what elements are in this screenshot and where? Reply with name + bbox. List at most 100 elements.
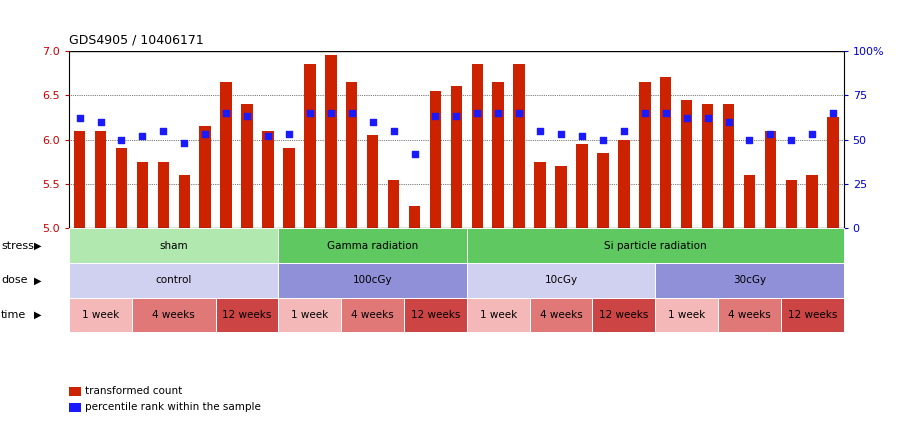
Point xyxy=(554,131,569,137)
Point xyxy=(637,110,652,116)
Bar xyxy=(555,166,567,228)
Point xyxy=(470,110,485,116)
Bar xyxy=(471,64,483,228)
Bar xyxy=(116,148,127,228)
Text: ▶: ▶ xyxy=(34,241,41,251)
Text: dose: dose xyxy=(1,275,28,286)
Text: 12 weeks: 12 weeks xyxy=(222,310,272,320)
Bar xyxy=(199,126,211,228)
Text: 12 weeks: 12 weeks xyxy=(411,310,460,320)
Text: 1 week: 1 week xyxy=(82,310,119,320)
Bar xyxy=(388,180,399,228)
Point xyxy=(240,113,254,120)
Point xyxy=(512,110,526,116)
Bar xyxy=(618,140,630,228)
Bar xyxy=(158,162,169,228)
Point xyxy=(302,110,317,116)
Bar xyxy=(242,104,253,228)
Point xyxy=(135,133,149,140)
Bar xyxy=(262,131,274,228)
Point xyxy=(114,136,129,143)
Point xyxy=(617,127,632,134)
Point xyxy=(408,151,422,157)
Point xyxy=(344,110,359,116)
Text: 12 weeks: 12 weeks xyxy=(599,310,648,320)
Text: 1 week: 1 week xyxy=(291,310,328,320)
Point xyxy=(721,118,736,125)
Point xyxy=(596,136,610,143)
Bar xyxy=(430,91,442,228)
Bar xyxy=(220,82,232,228)
Point xyxy=(742,136,757,143)
Bar xyxy=(597,153,609,228)
Point xyxy=(177,140,192,146)
Text: 4 weeks: 4 weeks xyxy=(152,310,195,320)
Point xyxy=(198,131,213,137)
Point xyxy=(281,131,296,137)
Bar xyxy=(723,104,734,228)
Bar xyxy=(807,175,818,228)
Text: control: control xyxy=(156,275,192,286)
Point xyxy=(365,118,380,125)
Text: 4 weeks: 4 weeks xyxy=(539,310,583,320)
Point xyxy=(574,133,589,140)
Bar xyxy=(514,64,525,228)
Bar xyxy=(576,144,587,228)
Point xyxy=(386,127,401,134)
Point xyxy=(533,127,548,134)
Bar xyxy=(639,82,651,228)
Text: percentile rank within the sample: percentile rank within the sample xyxy=(85,402,261,412)
Bar xyxy=(535,162,546,228)
Bar xyxy=(827,117,839,228)
Text: GDS4905 / 10406171: GDS4905 / 10406171 xyxy=(69,33,204,47)
Point xyxy=(700,115,715,122)
Text: 1 week: 1 week xyxy=(479,310,517,320)
Point xyxy=(658,110,673,116)
Text: 10cGy: 10cGy xyxy=(545,275,577,286)
Bar xyxy=(346,82,358,228)
Text: ▶: ▶ xyxy=(34,310,41,320)
Bar xyxy=(136,162,148,228)
Point xyxy=(491,110,505,116)
Bar xyxy=(304,64,315,228)
Bar xyxy=(702,104,714,228)
Text: Gamma radiation: Gamma radiation xyxy=(327,241,419,251)
Point xyxy=(156,127,171,134)
Point xyxy=(763,131,778,137)
Bar xyxy=(764,131,776,228)
Bar xyxy=(451,86,462,228)
Text: 30cGy: 30cGy xyxy=(733,275,766,286)
Point xyxy=(324,110,338,116)
Point xyxy=(93,118,108,125)
Text: Si particle radiation: Si particle radiation xyxy=(604,241,706,251)
Bar xyxy=(95,131,106,228)
Bar xyxy=(492,82,504,228)
Text: 1 week: 1 week xyxy=(668,310,705,320)
Point xyxy=(261,133,276,140)
Point xyxy=(826,110,841,116)
Bar xyxy=(367,135,378,228)
Point xyxy=(680,115,694,122)
Text: 4 weeks: 4 weeks xyxy=(351,310,394,320)
Text: 4 weeks: 4 weeks xyxy=(728,310,771,320)
Bar xyxy=(74,131,86,228)
Point xyxy=(784,136,798,143)
Text: ▶: ▶ xyxy=(34,275,41,286)
Text: 12 weeks: 12 weeks xyxy=(787,310,837,320)
Bar xyxy=(325,55,337,228)
Bar xyxy=(660,77,671,228)
Point xyxy=(72,115,87,122)
Point xyxy=(219,110,233,116)
Bar xyxy=(786,180,797,228)
Bar xyxy=(179,175,190,228)
Text: time: time xyxy=(1,310,26,320)
Bar xyxy=(744,175,755,228)
Point xyxy=(449,113,464,120)
Text: stress: stress xyxy=(1,241,34,251)
Text: 100cGy: 100cGy xyxy=(353,275,393,286)
Text: sham: sham xyxy=(160,241,188,251)
Bar xyxy=(283,148,295,228)
Text: transformed count: transformed count xyxy=(85,386,182,396)
Point xyxy=(428,113,443,120)
Point xyxy=(805,131,820,137)
